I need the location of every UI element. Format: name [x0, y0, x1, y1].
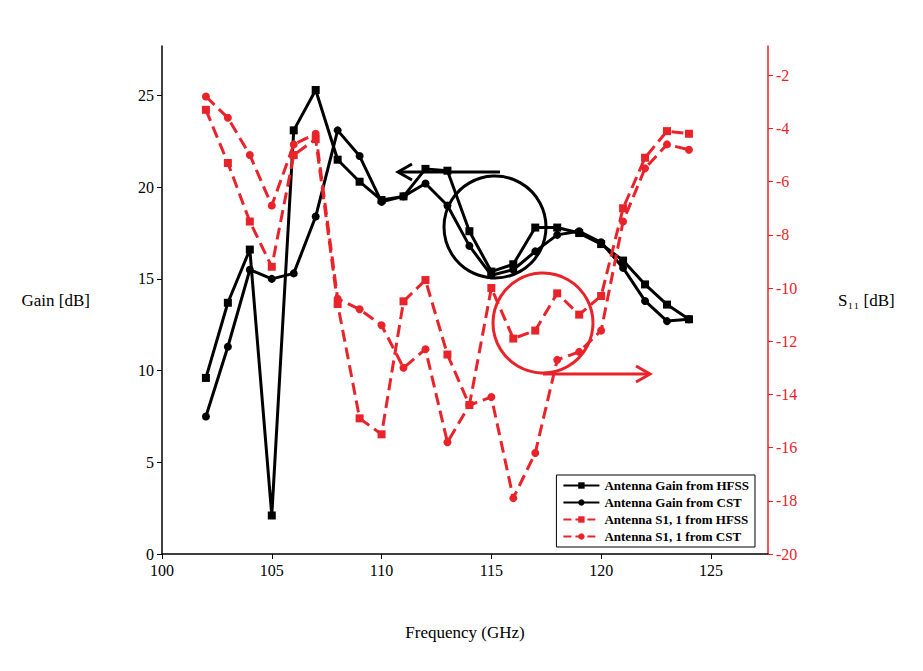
- svg-text:25: 25: [138, 87, 154, 104]
- svg-text:-18: -18: [776, 492, 797, 509]
- svg-text:110: 110: [370, 562, 393, 579]
- svg-text:Antenna Gain from CST: Antenna Gain from CST: [604, 495, 742, 510]
- svg-text:-2: -2: [776, 67, 789, 84]
- svg-text:100: 100: [150, 562, 174, 579]
- svg-text:Gain [dB]: Gain [dB]: [22, 291, 90, 310]
- svg-text:0: 0: [146, 546, 154, 563]
- svg-text:-16: -16: [776, 439, 797, 456]
- svg-text:-4: -4: [776, 120, 789, 137]
- svg-text:20: 20: [138, 179, 154, 196]
- svg-text:15: 15: [138, 270, 154, 287]
- svg-text:120: 120: [589, 562, 613, 579]
- svg-text:Antenna S1, 1 from HFSS: Antenna S1, 1 from HFSS: [604, 512, 748, 527]
- svg-text:Antenna S1, 1 from CST: Antenna S1, 1 from CST: [604, 529, 741, 544]
- svg-text:125: 125: [699, 562, 723, 579]
- svg-text:5: 5: [146, 454, 154, 471]
- svg-text:-6: -6: [776, 173, 789, 190]
- svg-text:-8: -8: [776, 226, 789, 243]
- svg-text:-14: -14: [776, 386, 797, 403]
- svg-text:S₁₁ [dB]: S₁₁ [dB]: [838, 291, 895, 310]
- svg-text:10: 10: [138, 362, 154, 379]
- svg-text:115: 115: [480, 562, 503, 579]
- svg-text:Frequency (GHz): Frequency (GHz): [405, 623, 524, 642]
- svg-text:-12: -12: [776, 333, 797, 350]
- svg-text:-10: -10: [776, 280, 797, 297]
- svg-text:105: 105: [260, 562, 284, 579]
- svg-text:Antenna Gain from HFSS: Antenna Gain from HFSS: [604, 478, 749, 493]
- svg-text:-20: -20: [776, 546, 797, 563]
